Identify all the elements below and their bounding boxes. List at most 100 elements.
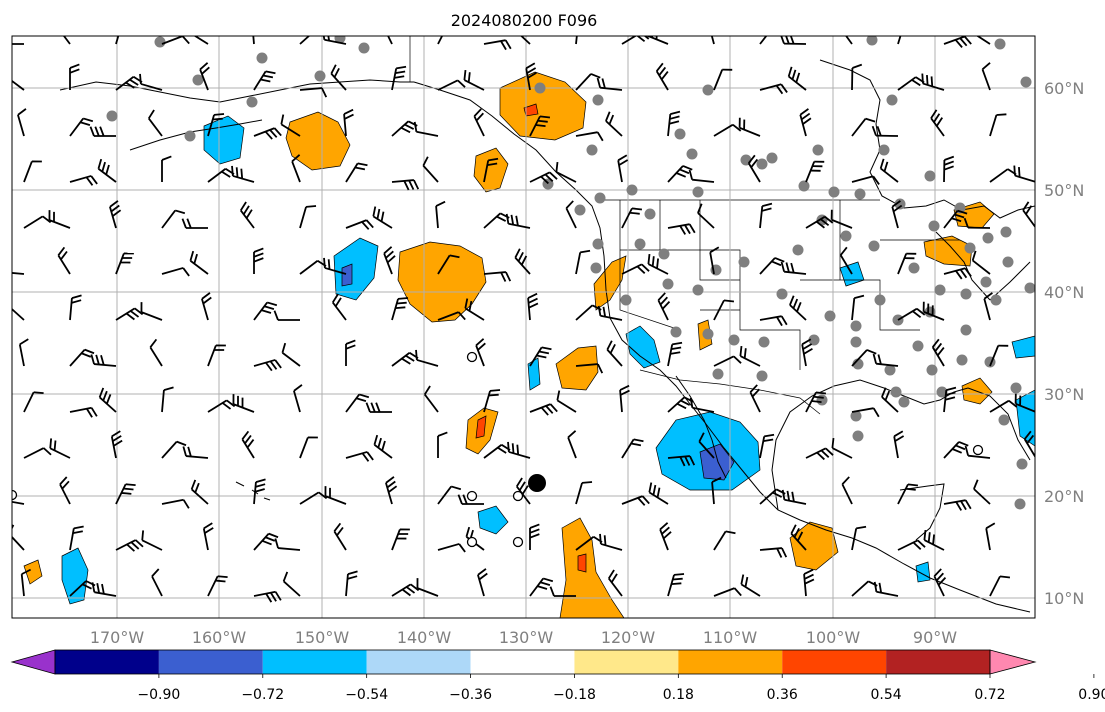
wind-barb [57,246,71,275]
wind-barb [391,528,410,551]
anomaly-contours [23,71,1035,618]
wind-barb [963,217,991,229]
wind-barb [1013,165,1035,183]
wind-barb [383,246,396,275]
wind-barb [59,476,71,505]
wind-barb [529,577,554,597]
wind-barb [147,109,163,137]
wind-barb [151,568,163,597]
wind-barb [1023,430,1035,459]
wind-barb [514,248,531,275]
wind-barb [181,218,208,229]
wind-barb [943,441,969,459]
wind-barb [18,338,29,367]
wind-barb [416,578,439,597]
contour-negative [915,561,931,583]
station-dot [756,158,768,170]
station-dot [712,368,724,380]
colorbar-segment [886,650,990,674]
wind-barb [1036,303,1059,320]
wind-barb [897,483,919,505]
station-dot [1020,76,1032,88]
contour-positive [577,553,587,573]
station-dot [594,192,606,204]
wind-barb [182,446,209,459]
wind-barb [711,476,722,505]
calm-marker [12,489,18,501]
station-dot [886,94,898,106]
wind-barb [897,307,926,321]
wind-barb [12,79,25,91]
station-dot [808,334,820,346]
station-dot [184,130,196,142]
colorbar-tick-label: 0.72 [974,687,1005,703]
wind-barb [759,547,788,558]
wind-barb [555,161,577,183]
colorbar-tick-label: −0.54 [345,687,388,703]
wind-barb [365,402,392,413]
wind-barb [89,126,116,137]
wind-barb [280,114,301,137]
wind-barb [49,438,71,459]
wind-barb [989,113,1007,137]
wind-barb [529,523,540,550]
station-dot [738,256,750,268]
wind-barb [391,583,420,597]
wind-barb [20,568,32,597]
wind-barb [657,292,671,321]
wind-barb [713,299,735,321]
colorbar-segment [574,650,679,674]
wind-barb [606,340,623,367]
station-dot [850,320,862,332]
wind-barb [921,73,945,91]
station-dot [960,324,972,336]
wind-barb [252,36,255,45]
station-dot [908,262,920,274]
lon-label: 170°W [90,628,145,647]
wind-barb [331,293,347,321]
wind-barb [253,127,282,140]
wind-barb [457,494,484,505]
station-dot [702,328,714,340]
wind-barb [529,403,558,416]
station-dot [634,238,646,250]
calm-marker [512,536,524,548]
colorbar-segment [158,650,263,674]
station-dot [890,386,902,398]
wind-barb [477,568,488,597]
wind-barb [207,399,236,413]
colorbar-tick-label: 0.36 [767,687,798,703]
wind-barb [897,539,926,551]
wind-barb [115,307,144,321]
contour-positive [559,517,625,618]
station-dot [798,180,810,192]
lat-label: 30°N [1044,385,1084,404]
wind-barb [851,63,863,91]
wind-barb [964,445,991,459]
wind-barb [345,451,374,462]
wind-barb [413,121,439,137]
wind-barb [231,165,255,183]
wind-barb [943,209,968,229]
wind-barb [667,223,696,235]
wind-barb [805,447,834,461]
wind-barb [483,389,501,413]
wind-barb [575,73,601,91]
wind-barb [299,87,328,98]
calm-marker [512,490,524,502]
station-dot [866,36,878,46]
wind-barb [871,125,899,137]
wind-barb [667,455,696,467]
contour-negative [527,357,541,391]
wind-barb [759,315,788,327]
wind-barb [333,522,347,551]
contour-negative [61,547,89,605]
wind-barb [299,491,328,505]
wind-barb [851,117,876,137]
station-dot [874,294,886,306]
wind-barb [253,247,264,274]
wind-barb [385,476,398,505]
wind-barb [897,36,902,45]
wind-barbs [12,36,1059,603]
